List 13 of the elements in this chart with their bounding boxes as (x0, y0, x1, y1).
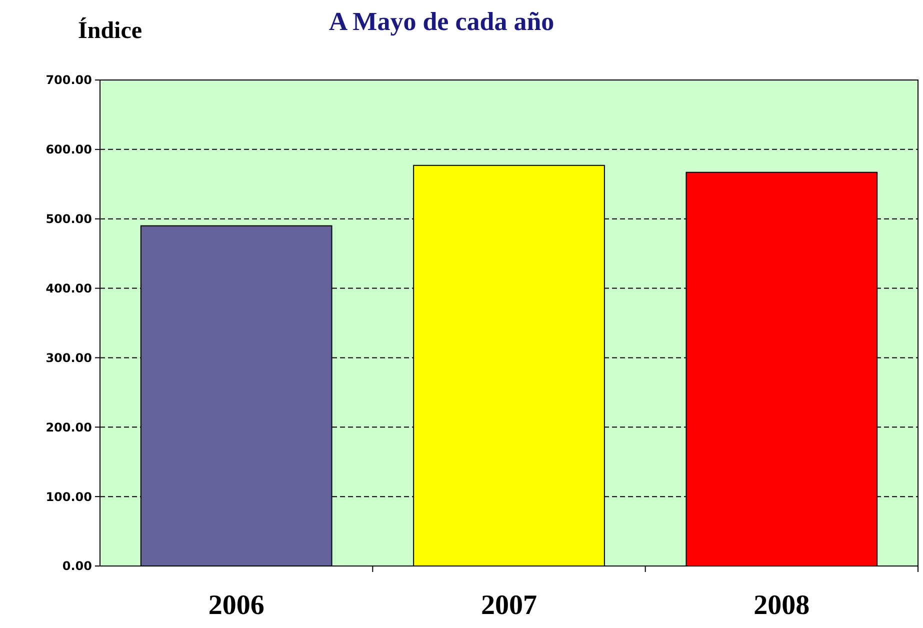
x-tick-label: 2007 (481, 590, 537, 621)
y-tick-label: 400.00 (46, 281, 92, 296)
y-axis-title: Índice (78, 17, 142, 44)
y-tick-label: 0.00 (62, 559, 92, 574)
x-tick-label: 2008 (754, 590, 810, 621)
x-tick-label: 2006 (208, 590, 264, 621)
y-tick-label: 200.00 (46, 420, 92, 434)
y-tick-label: 500.00 (46, 212, 92, 226)
y-tick-label: 300.00 (46, 350, 92, 365)
chart-title: A Mayo de cada año (328, 7, 554, 36)
y-tick-label: 100.00 (46, 490, 92, 504)
y-tick-label: 700.00 (46, 73, 92, 88)
y-tick-label: 600.00 (46, 142, 92, 157)
